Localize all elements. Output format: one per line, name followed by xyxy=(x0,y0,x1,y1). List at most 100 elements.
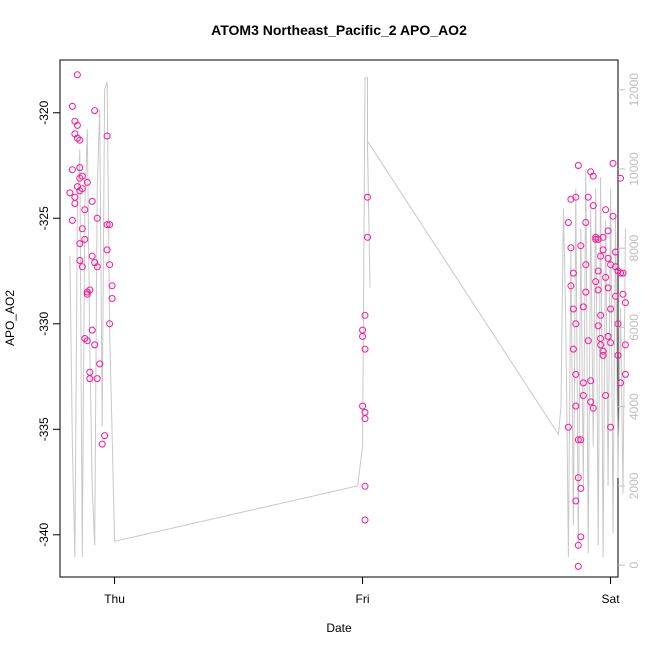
data-point-115 xyxy=(609,159,617,167)
y2-tick-label-1: 2000 xyxy=(627,472,641,499)
data-point-104 xyxy=(597,335,605,342)
data-point-114 xyxy=(607,339,615,347)
data-point-57 xyxy=(361,345,369,353)
data-point-58 xyxy=(359,402,367,410)
data-point-87 xyxy=(584,193,592,201)
data-point-126 xyxy=(621,341,629,349)
data-point-73 xyxy=(572,402,580,410)
data-point-119 xyxy=(614,320,622,328)
data-point-74 xyxy=(574,436,582,444)
data-point-89 xyxy=(572,193,580,201)
data-point-85 xyxy=(582,261,590,269)
y-tick-label-4: -320 xyxy=(37,100,51,124)
data-point-43 xyxy=(83,290,91,298)
data-point-18 xyxy=(93,375,101,383)
data-point-101 xyxy=(594,267,602,275)
data-point-95 xyxy=(589,404,597,412)
left-y-axis: -340 -335 -330 -325 -320 xyxy=(37,100,60,547)
data-point-19 xyxy=(96,360,104,368)
plot-frame xyxy=(59,59,619,578)
data-point-133 xyxy=(604,284,612,292)
data-point-88 xyxy=(574,162,582,169)
data-point-98 xyxy=(589,202,597,210)
data-point-100 xyxy=(592,235,600,243)
data-point-135 xyxy=(592,278,600,286)
data-point-10 xyxy=(68,216,76,224)
x-axis: Thu Fri Sat xyxy=(104,577,620,606)
data-point-52 xyxy=(364,193,371,201)
data-point-79 xyxy=(577,533,585,541)
data-point-20 xyxy=(91,107,99,115)
data-point-82 xyxy=(579,392,587,399)
data-point-63 xyxy=(564,423,572,431)
data-point-12 xyxy=(78,263,86,271)
data-point-25 xyxy=(103,132,111,140)
y2-tick-label-6: 12000 xyxy=(627,73,641,107)
y-tick-label-0: -340 xyxy=(37,522,51,546)
data-point-103 xyxy=(597,311,605,319)
data-point-102 xyxy=(594,286,602,294)
x-tick-label-1: Fri xyxy=(356,592,370,606)
data-point-80 xyxy=(577,484,585,492)
data-point-51 xyxy=(93,263,101,271)
data-point-23 xyxy=(98,440,106,448)
data-point-65 xyxy=(567,244,575,252)
y-tick-label-1: -335 xyxy=(37,417,51,441)
data-point-120 xyxy=(614,351,622,359)
data-point-22 xyxy=(93,214,101,222)
chart-title: ATOM3 Northeast_Pacific_2 APO_AO2 xyxy=(211,22,467,38)
data-point-60 xyxy=(361,415,369,423)
data-point-131 xyxy=(599,233,607,241)
data-point-83 xyxy=(579,379,587,387)
data-point-107 xyxy=(602,392,610,399)
data-point-90 xyxy=(577,242,585,250)
data-point-9 xyxy=(81,206,89,214)
data-point-68 xyxy=(567,282,575,290)
y2-tick-label-2: 4000 xyxy=(627,393,641,420)
data-point-64 xyxy=(564,219,572,226)
data-point-127 xyxy=(621,370,629,378)
y-tick-label-2: -330 xyxy=(37,311,51,335)
data-point-117 xyxy=(612,248,619,256)
data-point-124 xyxy=(619,290,627,298)
data-point-129 xyxy=(597,252,605,260)
line-series-path-0 xyxy=(69,77,626,558)
data-point-113 xyxy=(604,332,612,340)
data-point-45 xyxy=(86,375,94,383)
data-point-116 xyxy=(609,212,617,220)
data-point-34 xyxy=(73,121,81,129)
data-point-21 xyxy=(88,197,96,205)
y-axis-label: APO_AO2 xyxy=(3,290,17,346)
data-point-24 xyxy=(101,432,109,440)
data-point-26 xyxy=(103,221,111,229)
data-point-122 xyxy=(617,174,624,182)
y2-tick-label-5: 10000 xyxy=(627,152,641,186)
data-point-67 xyxy=(569,269,577,277)
data-point-7 xyxy=(66,189,74,197)
data-point-44 xyxy=(83,337,91,345)
data-point-81 xyxy=(577,436,585,444)
data-point-69 xyxy=(569,305,577,313)
data-point-1 xyxy=(73,71,81,79)
data-point-49 xyxy=(88,252,96,260)
data-point-62 xyxy=(361,516,369,524)
data-point-29 xyxy=(106,261,114,269)
data-point-92 xyxy=(584,337,592,345)
x-axis-label: Date xyxy=(326,621,352,635)
data-point-61 xyxy=(361,482,369,490)
data-point-130 xyxy=(599,246,607,254)
y-tick-label-3: -325 xyxy=(37,206,51,230)
y2-tick-label-4: 8000 xyxy=(627,235,641,262)
x-tick-label-2: Sat xyxy=(602,592,621,606)
y2-tick-label-3: 6000 xyxy=(627,314,641,341)
data-point-77 xyxy=(574,541,582,549)
data-point-46 xyxy=(71,193,79,201)
data-point-30 xyxy=(108,282,116,290)
data-point-39 xyxy=(83,178,91,186)
data-point-97 xyxy=(589,172,597,180)
data-point-84 xyxy=(579,303,587,311)
data-point-72 xyxy=(572,370,580,378)
data-point-134 xyxy=(607,423,615,431)
data-point-37 xyxy=(76,174,84,182)
data-point-35 xyxy=(73,134,81,142)
